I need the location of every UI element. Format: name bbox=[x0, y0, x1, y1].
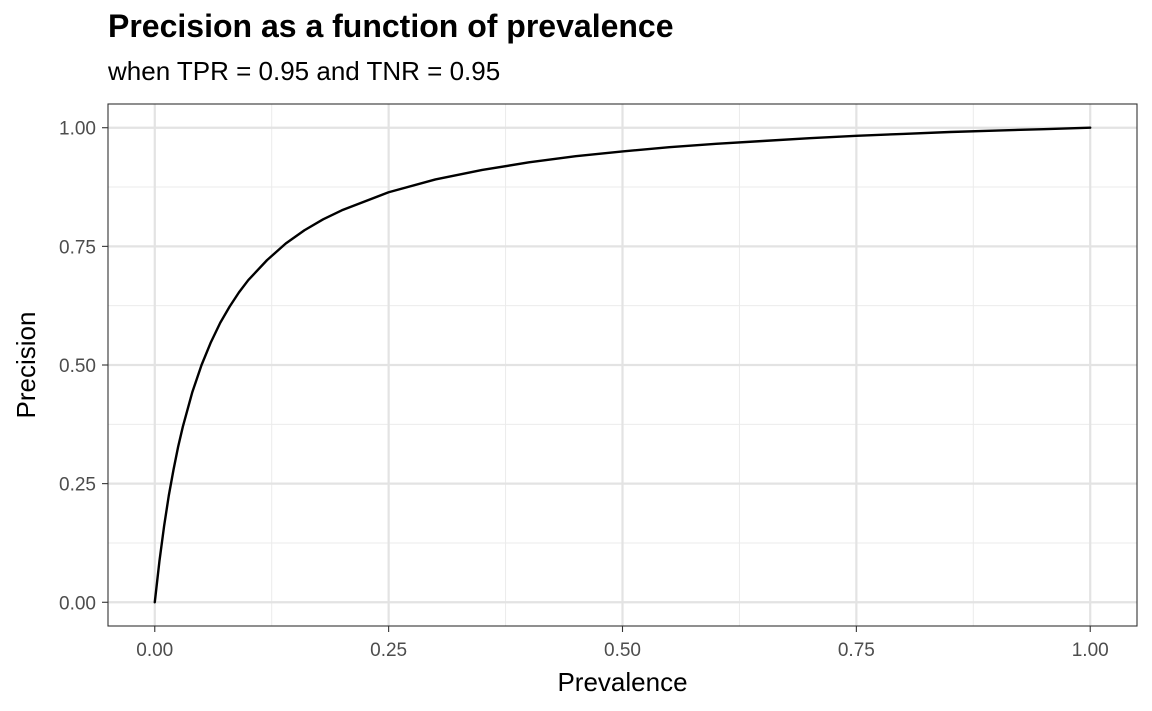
x-tick-label-1: 0.25 bbox=[370, 640, 407, 661]
y-tick-label-3: 0.75 bbox=[59, 237, 96, 258]
series-layer bbox=[153, 126, 1092, 604]
x-tick-label-0: 0.00 bbox=[136, 640, 173, 661]
axis-ticks bbox=[102, 127, 1091, 632]
major-grid bbox=[108, 104, 1137, 626]
y-tick-label-0: 0.00 bbox=[59, 593, 96, 614]
y-tick-label-4: 1.00 bbox=[59, 119, 96, 140]
y-tick-label-2: 0.50 bbox=[59, 356, 96, 377]
x-tick-label-3: 0.75 bbox=[838, 640, 875, 661]
chart-title: Precision as a function of prevalence bbox=[108, 8, 674, 44]
y-tick-label-1: 0.25 bbox=[59, 475, 96, 496]
x-tick-label-2: 0.50 bbox=[604, 640, 641, 661]
tick-labels: 0.00 0.25 0.50 0.75 1.00 0.00 0.25 0.50 0.75 1.00 bbox=[59, 119, 1109, 661]
x-tick-label-4: 1.00 bbox=[1072, 640, 1109, 661]
x-axis-title: Prevalence bbox=[557, 667, 687, 697]
series-line-0 bbox=[153, 126, 1092, 604]
chart-subtitle: when TPR = 0.95 and TNR = 0.95 bbox=[108, 56, 501, 86]
y-axis-title: Precision bbox=[11, 312, 41, 419]
